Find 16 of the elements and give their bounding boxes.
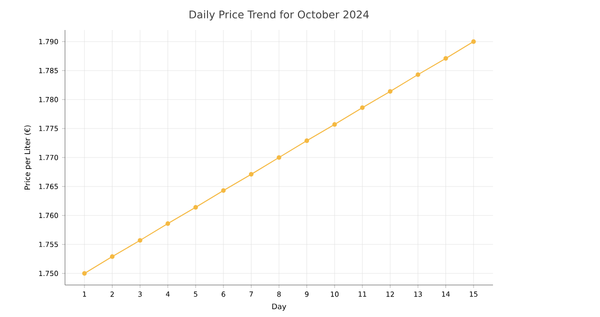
point [443,56,448,61]
point [248,172,254,177]
point [471,39,476,44]
chart-title: Daily Price Trend for October 2024 [190,10,369,20]
point [138,238,142,243]
point [360,105,365,110]
point [166,221,170,226]
point [304,138,310,143]
point [388,89,392,94]
point [276,155,282,160]
point [221,188,226,193]
point [332,122,337,127]
point [82,271,87,276]
point [193,205,198,210]
point [416,72,420,77]
point [110,254,115,259]
